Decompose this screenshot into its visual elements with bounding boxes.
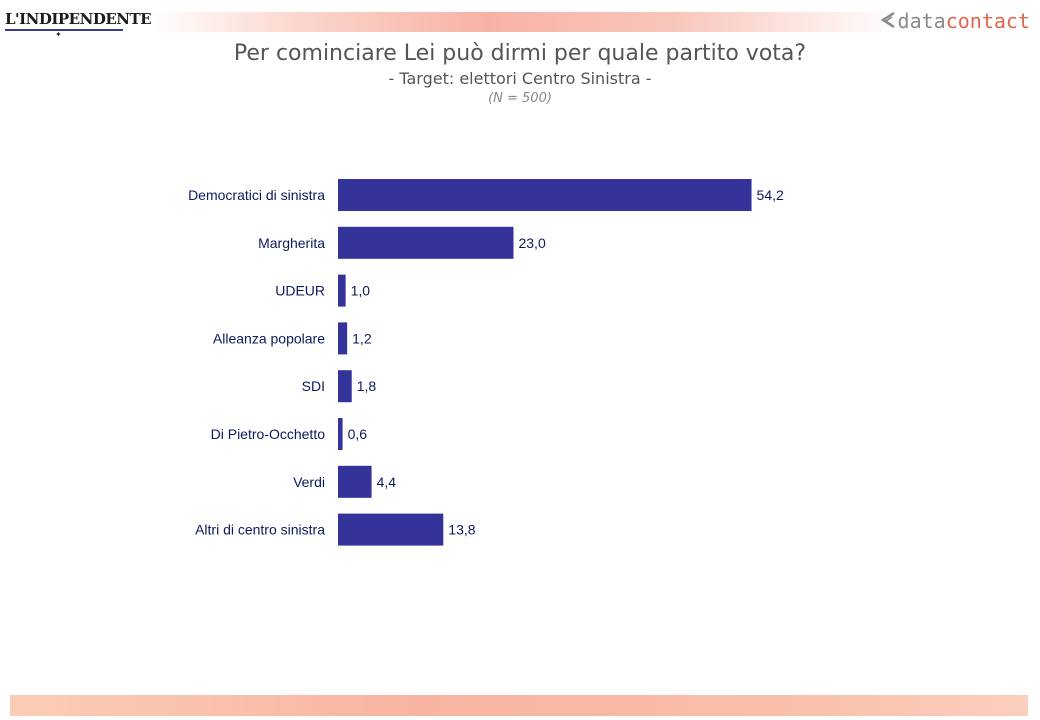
bar [338,513,444,546]
chart-title: Per cominciare Lei può dirmi per quale p… [233,41,807,66]
category-label: Alleanza popolare [213,330,325,346]
sample-size-note: (N = 500) [488,91,552,106]
bar [338,322,348,355]
data-label: 13,8 [448,522,475,538]
category-label: Margherita [258,235,325,251]
logo-text-data: data [897,9,946,33]
datacontact-logo: data contact [880,9,1030,33]
data-label: 23,0 [518,235,545,251]
bar [338,465,372,498]
footer-gradient-band [10,695,1028,716]
lindipendente-logo: L'INDIPENDENTE [5,10,152,28]
category-label: Altri di centro sinistra [195,522,325,538]
chart-subtitle: - Target: elettori Centro Sinistra - [388,69,652,88]
category-label: Democratici di sinistra [188,187,325,203]
logo-underline [5,29,123,31]
bar [338,418,343,450]
data-label: 1,0 [351,283,371,299]
bar [338,370,352,403]
data-label: 1,8 [357,378,377,394]
bar [338,226,514,259]
data-label: 4,4 [377,474,397,490]
category-label: Verdi [293,474,325,490]
category-label: SDI [302,378,325,394]
data-label: 1,2 [352,330,372,346]
bar [338,274,346,307]
data-label: 54,2 [757,187,784,203]
data-label: 0,6 [348,426,368,442]
header-gradient-band [150,12,900,32]
category-label: UDEUR [275,283,325,299]
swoosh-icon [880,11,895,29]
bar [338,179,752,211]
logo-emblem-icon: ✦ [55,30,62,39]
logo-text-contact: contact [945,9,1030,33]
category-label: Di Pietro-Occhetto [211,426,326,442]
